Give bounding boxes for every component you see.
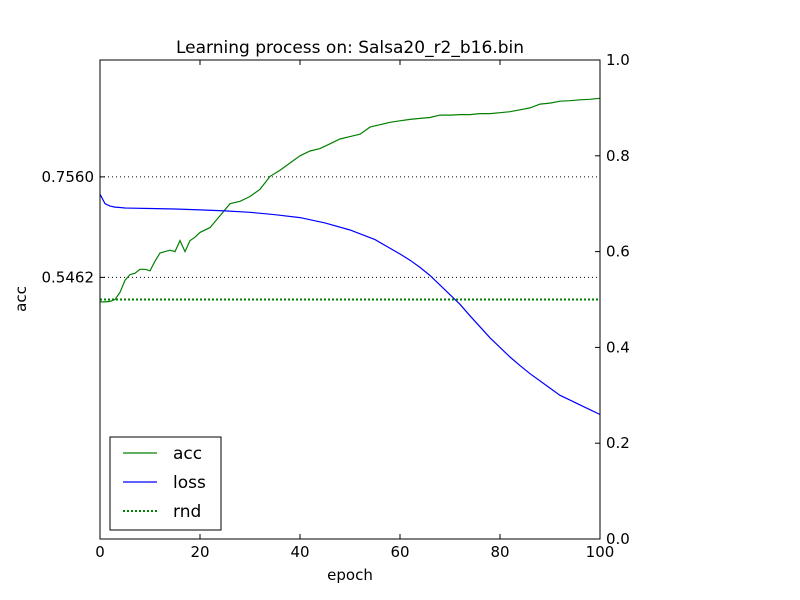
y-axis-label: acc: [12, 286, 30, 312]
right-tick-label-2: 0.4: [606, 338, 630, 356]
x-tick-label-0: 0: [95, 543, 105, 561]
right-tick-label-1: 0.2: [606, 434, 630, 452]
reference-lines: [100, 176, 600, 278]
left-tick-label-0: 0.7560: [42, 168, 95, 186]
plot-area-frame: [99, 59, 601, 540]
x-axis-ticks: 0 20 40 60 80 100: [95, 60, 614, 561]
chart-title: Learning process on: Salsa20_r2_b16.bin: [176, 38, 524, 58]
x-tick-label-3: 60: [390, 543, 409, 561]
legend-label-loss: loss: [173, 473, 206, 493]
series-line-loss: [99, 193, 601, 416]
left-tick-label-1: 0.5462: [42, 268, 95, 286]
legend-label-rnd: rnd: [173, 502, 201, 522]
legend-label-acc: acc: [173, 444, 202, 464]
right-axis-ticks: 0.0 0.2 0.4 0.6 0.8 1.0: [595, 51, 630, 548]
right-tick-label-5: 1.0: [606, 51, 630, 69]
series-line-acc: [100, 97, 601, 303]
x-tick-label-4: 80: [490, 543, 509, 561]
right-tick-label-3: 0.6: [606, 243, 630, 261]
x-tick-label-2: 40: [290, 543, 309, 561]
legend: acc loss rnd: [109, 436, 222, 531]
x-tick-label-1: 20: [190, 543, 209, 561]
x-axis-label: epoch: [327, 566, 373, 584]
right-tick-label-4: 0.8: [606, 147, 630, 165]
right-tick-label-0: 0.0: [606, 530, 630, 548]
x-tick-label-5: 100: [586, 543, 615, 561]
series-layer: [99, 97, 601, 416]
left-axis-ticks: 0.7560 0.5462: [42, 168, 105, 286]
